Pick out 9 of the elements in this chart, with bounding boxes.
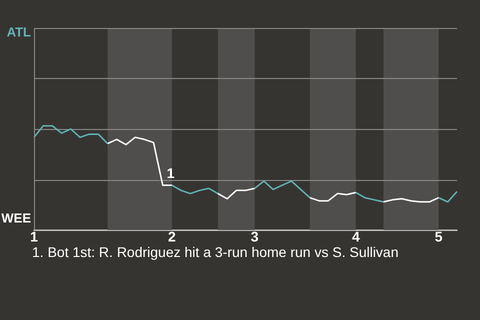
x-tick-label: 5 xyxy=(434,228,443,244)
text: 1. Bot 1st: R. Rodriguez hit a 3-run home run vs S. Sullivan xyxy=(32,244,399,260)
text: WEE xyxy=(1,210,32,226)
annotation: 1 xyxy=(166,165,175,182)
x-tick-label: 4 xyxy=(352,228,360,244)
x-tick-label: 3 xyxy=(250,228,259,244)
x-tick-label: 2 xyxy=(168,228,176,244)
x-tick-label: 1 xyxy=(30,228,38,244)
text: ATL xyxy=(6,24,32,40)
